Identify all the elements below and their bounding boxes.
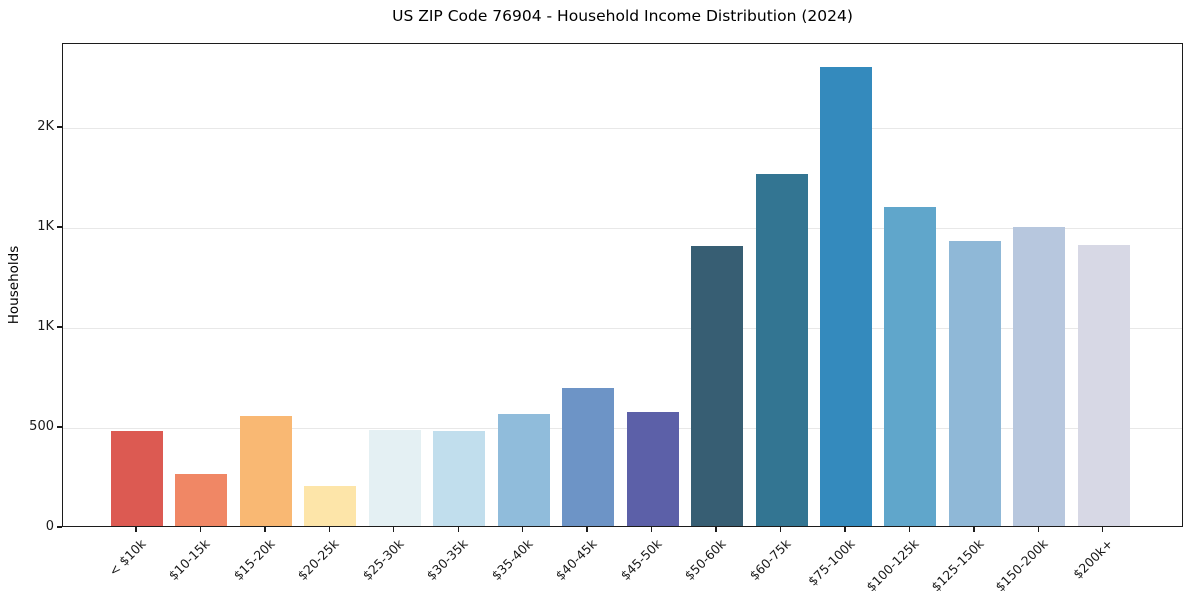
gridline-500 — [63, 427, 1182, 429]
x-tick-mark — [586, 527, 588, 532]
bar — [691, 246, 744, 526]
bar — [368, 430, 421, 526]
chart-title: US ZIP Code 76904 - Household Income Dis… — [392, 7, 853, 25]
y-tick-label: 1K — [37, 319, 54, 334]
gridline-1K — [63, 327, 1182, 329]
x-tick-mark — [779, 527, 782, 532]
x-tick-label: $125-150k — [928, 536, 987, 594]
bar — [1013, 227, 1066, 526]
x-tick-mark — [908, 527, 911, 532]
x-tick-label: $100-125k — [863, 536, 922, 594]
y-tick-mark — [57, 326, 62, 328]
bar — [948, 241, 1001, 526]
y-tick-label: 1K — [37, 219, 54, 234]
y-tick-mark — [57, 126, 62, 128]
x-tick-label: $30-35k — [423, 536, 471, 584]
x-tick-mark — [457, 527, 459, 532]
x-tick-mark — [264, 527, 266, 532]
bar — [562, 388, 615, 526]
x-tick-label: $20-25k — [294, 536, 342, 584]
bar — [175, 474, 228, 526]
x-tick-mark — [135, 527, 137, 532]
x-tick-mark — [844, 527, 846, 532]
plot-area — [62, 43, 1183, 527]
bar — [433, 431, 486, 526]
x-tick-label: $10-15k — [166, 536, 214, 584]
x-tick-mark — [328, 527, 331, 532]
y-axis-title: Households — [6, 245, 22, 325]
bar — [304, 486, 357, 526]
x-tick-label: $25-30k — [359, 536, 407, 584]
bar — [497, 414, 550, 526]
y-tick-mark — [57, 226, 62, 228]
y-tick-label: 0 — [45, 519, 54, 534]
x-tick-label: $75-100k — [804, 536, 858, 589]
bar — [239, 416, 292, 526]
x-tick-mark — [650, 527, 653, 532]
x-tick-mark — [199, 527, 202, 532]
x-tick-label: $60-75k — [746, 536, 794, 584]
x-tick-mark — [973, 527, 975, 532]
gridline-2K — [63, 127, 1182, 129]
x-tick-mark — [522, 527, 524, 532]
x-tick-label: < $10k — [105, 536, 149, 579]
y-tick-label: 500 — [29, 419, 54, 434]
x-tick-mark — [1037, 527, 1039, 532]
x-tick-label: $35-40k — [488, 536, 536, 584]
y-tick-mark — [57, 526, 62, 528]
x-tick-label: $50-60k — [681, 536, 729, 584]
bar — [819, 67, 872, 526]
y-tick-mark — [57, 426, 62, 428]
x-tick-label: $15-20k — [230, 536, 278, 584]
bar — [755, 174, 808, 526]
x-tick-mark — [1102, 527, 1104, 532]
y-tick-label: 2K — [37, 119, 54, 134]
x-tick-mark — [393, 527, 395, 532]
x-tick-mark — [715, 527, 717, 532]
bar — [884, 207, 937, 526]
x-tick-label: $200k+ — [1069, 536, 1116, 582]
bar — [626, 412, 679, 526]
gridline-1K — [63, 227, 1182, 229]
bar — [1077, 245, 1130, 526]
x-tick-label: $40-45k — [552, 536, 600, 584]
x-tick-label: $45-50k — [617, 536, 665, 584]
x-tick-label: $150-200k — [992, 536, 1051, 594]
bar — [111, 431, 163, 526]
